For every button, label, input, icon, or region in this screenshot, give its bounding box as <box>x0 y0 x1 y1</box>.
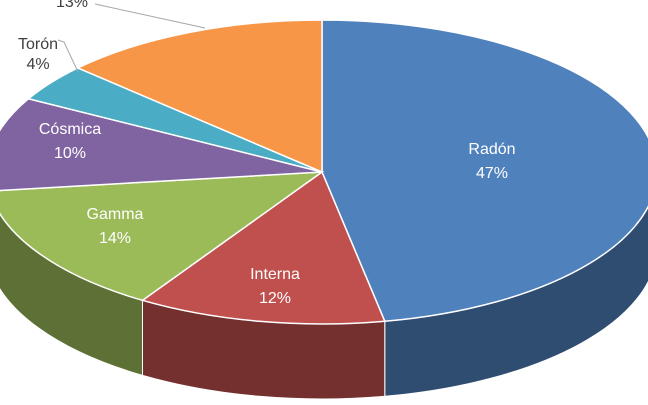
value-label: 14% <box>99 230 131 247</box>
slice-label: Interna <box>250 266 300 283</box>
slice-label: Cósmica <box>39 121 101 138</box>
data-labels: Radón 47% Interna 12% Gamma 14% Cósmica 10% Toró… <box>18 0 516 307</box>
leader-line <box>94 3 206 29</box>
pie-slice <box>0 97 323 192</box>
value-label: 47% <box>476 165 508 182</box>
pie-slice <box>75 19 323 174</box>
pie-slice <box>0 171 325 302</box>
pie-slice <box>140 170 386 325</box>
value-label: 13% <box>56 0 88 11</box>
slice-label: Radón <box>468 141 515 158</box>
value-label: 10% <box>54 145 86 162</box>
pie-sides <box>0 205 648 400</box>
pie-tops <box>0 19 648 325</box>
slice-label: Gamma <box>87 206 144 223</box>
value-label: 12% <box>259 290 291 307</box>
slice-label: Torón <box>18 36 58 53</box>
pie-slice <box>321 19 648 323</box>
value-label: 4% <box>26 56 49 73</box>
leader-line <box>57 39 79 73</box>
